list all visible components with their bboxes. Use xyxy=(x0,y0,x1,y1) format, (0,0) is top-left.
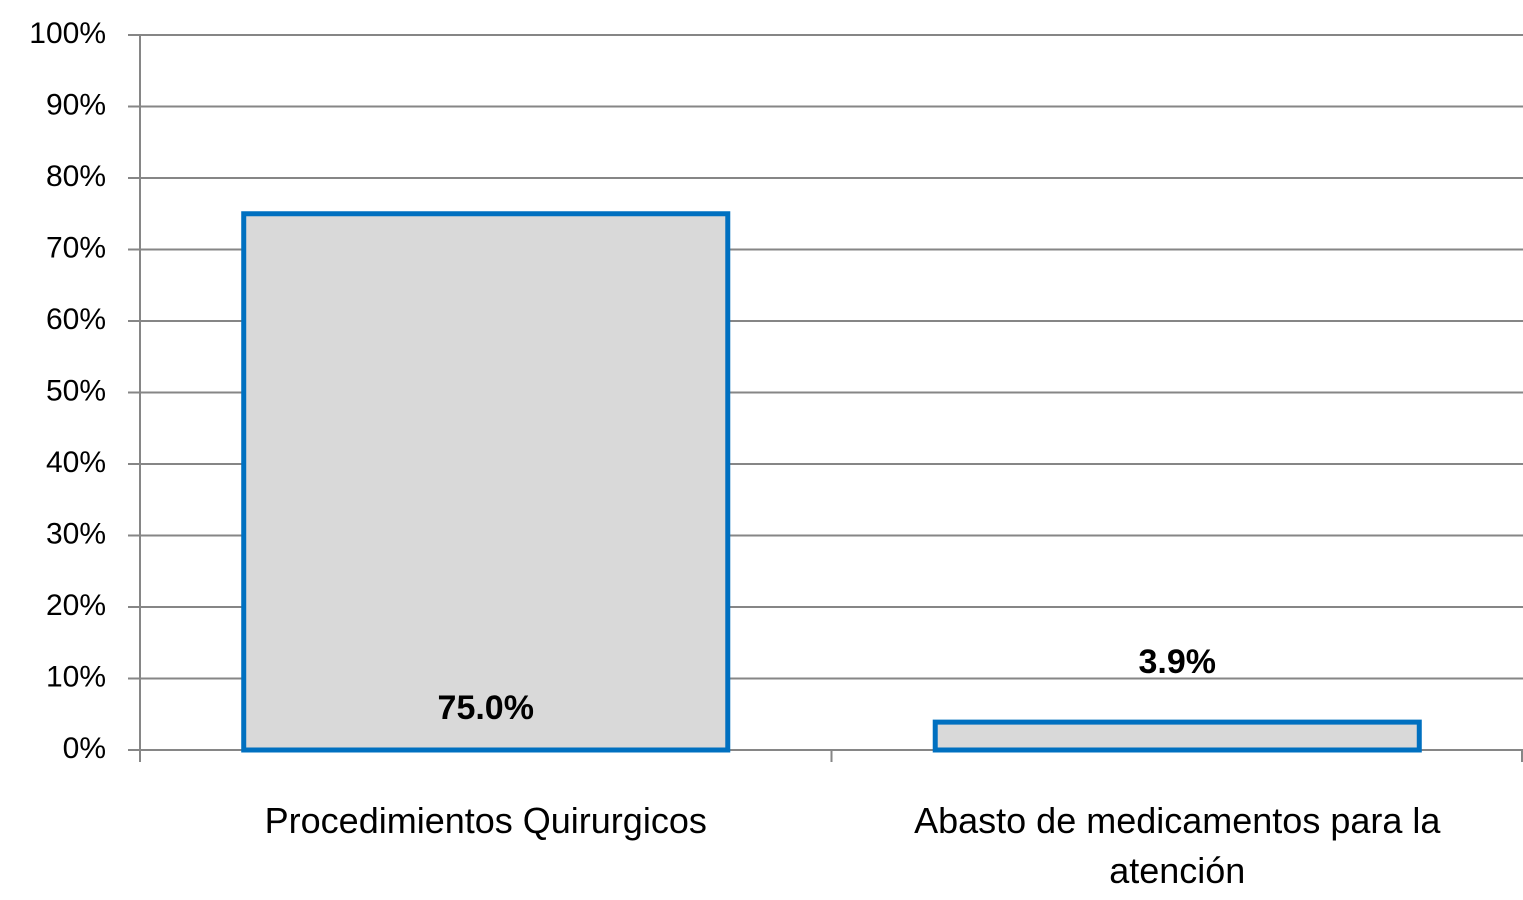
y-tick-label: 10% xyxy=(46,660,106,693)
y-tick-label: 0% xyxy=(63,732,106,765)
y-tick-label: 60% xyxy=(46,303,106,336)
data-label: 3.9% xyxy=(1139,643,1217,681)
y-tick-label: 70% xyxy=(46,231,106,264)
y-tick-label: 50% xyxy=(46,374,106,407)
x-tick-label: Abasto de medicamentos para la atención xyxy=(914,800,1441,891)
bar xyxy=(241,211,731,753)
x-tick-label: Procedimientos Quirurgicos xyxy=(264,800,707,841)
y-tick-label: 20% xyxy=(46,589,106,622)
y-tick-label: 100% xyxy=(29,17,106,50)
y-tick-label: 80% xyxy=(46,160,106,193)
y-tick-label: 40% xyxy=(46,446,106,479)
bar xyxy=(932,719,1422,753)
data-label: 75.0% xyxy=(438,689,534,727)
y-tick-label: 30% xyxy=(46,517,106,550)
y-tick-label: 90% xyxy=(46,88,106,121)
